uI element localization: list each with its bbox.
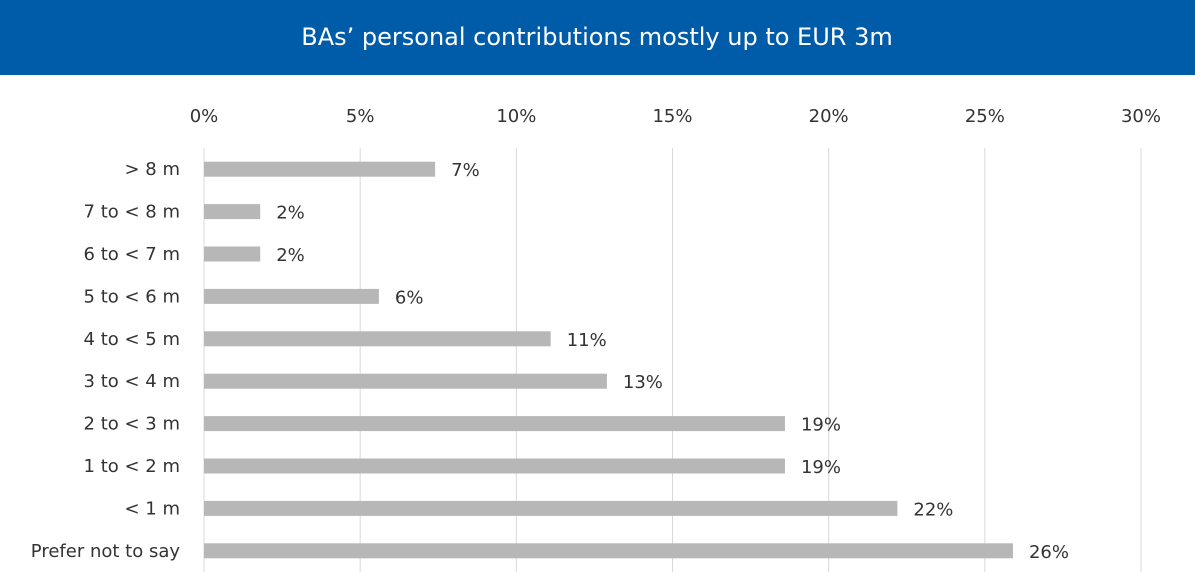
x-tick-label: 25%: [965, 106, 1005, 127]
bar: [204, 331, 551, 347]
data-label: 2%: [276, 203, 305, 224]
bar: [204, 204, 261, 220]
title-band: [0, 0, 1195, 75]
data-label: 2%: [276, 245, 305, 266]
bar: [204, 416, 785, 432]
y-tick-label: Prefer not to say: [31, 541, 181, 562]
data-label: 11%: [567, 330, 607, 351]
x-tick-label: 0%: [190, 106, 219, 127]
bar: [204, 288, 379, 304]
y-tick-label: < 1 m: [124, 498, 180, 519]
chart-title: BAs’ personal contributions mostly up to…: [301, 23, 892, 51]
x-tick-label: 5%: [346, 106, 375, 127]
data-label: 26%: [1029, 542, 1069, 563]
data-label: 22%: [913, 499, 953, 520]
bar: [204, 246, 261, 262]
x-tick-label: 20%: [809, 106, 849, 127]
bar: [204, 458, 785, 474]
y-tick-label: 1 to < 2 m: [84, 456, 180, 477]
bar: [204, 543, 1013, 559]
data-label: 19%: [801, 415, 841, 436]
data-label: 6%: [395, 287, 424, 308]
y-tick-label: 7 to < 8 m: [84, 202, 180, 223]
bar: [204, 161, 436, 177]
data-label: 13%: [623, 372, 663, 393]
x-tick-label: 15%: [652, 106, 692, 127]
y-tick-label: 3 to < 4 m: [84, 371, 180, 392]
y-tick-label: 5 to < 6 m: [84, 286, 180, 307]
y-tick-label: 2 to < 3 m: [84, 414, 180, 435]
y-tick-label: 6 to < 7 m: [84, 244, 180, 265]
x-tick-label: 10%: [496, 106, 536, 127]
bar: [204, 373, 607, 389]
x-tick-label: 30%: [1121, 106, 1161, 127]
data-label: 7%: [451, 160, 480, 181]
y-tick-label: 4 to < 5 m: [84, 329, 180, 350]
y-tick-label: > 8 m: [124, 159, 180, 180]
bar: [204, 500, 898, 516]
data-label: 19%: [801, 457, 841, 478]
